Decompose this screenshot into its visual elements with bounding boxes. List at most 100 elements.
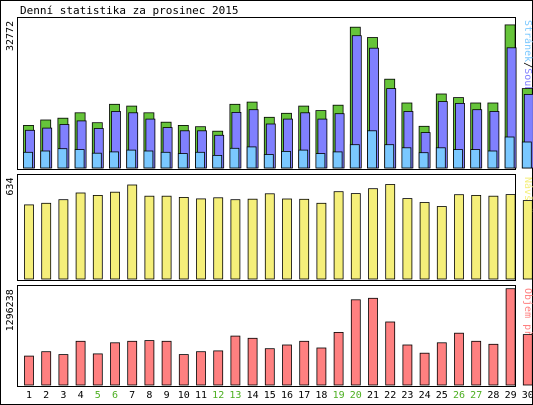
bar-bytes-14 <box>247 337 258 386</box>
x-tick-label: 11 <box>195 390 207 401</box>
bar-bytes-9 <box>161 340 172 386</box>
x-tick-label: 12 <box>212 390 224 401</box>
panel-ymax-label: 634 <box>5 178 16 196</box>
series-Návštěv <box>24 184 533 280</box>
bar-requests-Stránek-30 <box>521 141 532 169</box>
bar-bytes-21 <box>368 297 378 386</box>
x-tick-label: 15 <box>264 390 276 401</box>
bar-visits-23 <box>402 198 413 280</box>
x-tick-label: 10 <box>178 390 190 401</box>
bar-visits-21 <box>368 188 378 280</box>
bar-requests-Stránek-28 <box>487 150 498 169</box>
bar-visits-7 <box>127 184 138 280</box>
bar-requests-Stránek-21 <box>367 130 377 169</box>
bar-requests-Stránek-2 <box>40 150 51 169</box>
bar-requests-Stránek-20 <box>349 144 360 169</box>
bar-visits-12 <box>213 197 224 280</box>
bar-bytes-13 <box>230 335 241 386</box>
series-Objem přenosu <box>24 288 533 386</box>
bar-visits-6 <box>110 191 120 280</box>
bar-requests-Stránek-26 <box>453 149 463 169</box>
bar-requests-Stránek-6 <box>109 151 119 169</box>
bar-bytes-3 <box>58 354 69 386</box>
bar-visits-26 <box>454 194 464 280</box>
x-tick-label: 16 <box>281 390 293 401</box>
bar-visits-20 <box>350 193 361 280</box>
bar-bytes-17 <box>299 340 310 386</box>
bar-requests-Stránek-14 <box>246 146 257 169</box>
series-Souborů <box>25 35 533 169</box>
x-tick-label: 3 <box>60 390 66 401</box>
panel-legend: Objem přenosu <box>522 288 533 366</box>
bar-bytes-25 <box>436 342 447 386</box>
x-tick-label: 25 <box>436 390 448 401</box>
bar-visits-24 <box>419 202 430 280</box>
panel-visits: 634 Návštěv <box>5 174 533 281</box>
bar-requests-Stránek-17 <box>298 149 309 169</box>
x-tick-label: 21 <box>367 390 379 401</box>
bar-visits-19 <box>333 191 344 280</box>
panel-legend: Návštěv <box>522 177 533 219</box>
bar-requests-Stránek-8 <box>143 150 154 169</box>
series-Stránek <box>23 130 532 169</box>
x-tick-label: 24 <box>419 390 431 401</box>
bar-bytes-30 <box>522 334 533 386</box>
bar-visits-28 <box>488 195 499 280</box>
bar-visits-16 <box>282 198 292 280</box>
x-tick-label: 27 <box>470 390 482 401</box>
x-axis-day-labels: 1 2 3 4 5 6 7 8 9 10 11 12 13 14 15 16 17 18 19 20 21 22 23 24 2… <box>26 390 533 401</box>
bar-visits-25 <box>436 206 447 280</box>
bar-requests-Stránek-22 <box>384 144 395 169</box>
bar-bytes-18 <box>316 347 327 386</box>
bar-bytes-22 <box>385 321 396 386</box>
legend-entry: Stránek <box>522 20 533 62</box>
x-tick-label: 5 <box>95 390 101 401</box>
panel-bytes: 1296238 Objem přenosu <box>5 285 533 387</box>
bar-bytes-12 <box>213 350 224 386</box>
bar-requests-Stránek-25 <box>435 147 446 169</box>
bar-requests-Stránek-16 <box>281 150 291 169</box>
bar-bytes-29 <box>505 288 516 386</box>
bar-requests-Stránek-15 <box>263 154 274 169</box>
bar-requests-Stránek-4 <box>74 149 85 169</box>
bar-visits-4 <box>75 192 86 280</box>
x-tick-label: 18 <box>315 390 327 401</box>
bar-visits-3 <box>58 199 69 280</box>
x-tick-label: 22 <box>384 390 396 401</box>
x-tick-label: 2 <box>43 390 49 401</box>
bar-requests-Stránek-19 <box>332 151 343 169</box>
bar-visits-29 <box>505 194 516 280</box>
bar-requests-Stránek-29 <box>504 136 515 169</box>
x-tick-label: 6 <box>112 390 118 401</box>
bar-visits-15 <box>264 193 275 280</box>
bar-bytes-1 <box>24 355 34 386</box>
x-tick-label: 20 <box>350 390 362 401</box>
bar-requests-Stránek-27 <box>470 149 481 169</box>
bar-requests-Stránek-23 <box>401 147 412 169</box>
bar-visits-11 <box>196 198 206 280</box>
x-tick-label: 29 <box>505 390 517 401</box>
x-tick-label: 28 <box>487 390 499 401</box>
x-tick-label: 19 <box>333 390 345 401</box>
bar-bytes-4 <box>75 340 86 386</box>
bar-requests-Stránek-3 <box>57 148 68 169</box>
bar-visits-13 <box>230 199 241 280</box>
bar-visits-5 <box>92 194 103 280</box>
panel-ymax-label: 1296238 <box>5 289 16 331</box>
bar-visits-14 <box>247 198 258 280</box>
legend-entry: Objem přenosu <box>522 288 533 366</box>
bar-visits-22 <box>385 184 396 280</box>
x-tick-label: 14 <box>247 390 259 401</box>
x-tick-label: 13 <box>229 390 241 401</box>
bar-bytes-11 <box>196 351 206 386</box>
bar-requests-Stránek-9 <box>160 151 171 169</box>
x-tick-label: 26 <box>453 390 465 401</box>
bar-requests-Stránek-24 <box>418 152 429 169</box>
x-tick-label: 23 <box>401 390 413 401</box>
bar-visits-9 <box>161 195 172 280</box>
bar-requests-Stránek-12 <box>212 154 223 169</box>
x-tick-label: 1 <box>26 390 32 401</box>
